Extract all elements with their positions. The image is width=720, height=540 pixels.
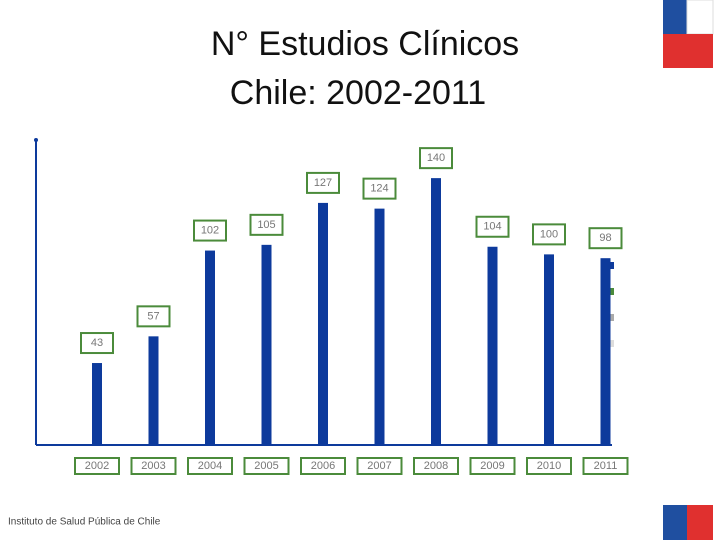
logo-white <box>686 0 714 35</box>
value-label-box <box>136 305 171 328</box>
x-tick-label: 2009 <box>480 460 504 472</box>
x-tick-label: 2011 <box>594 460 618 472</box>
value-label-box <box>249 213 284 236</box>
x-tick-label: 2005 <box>254 460 278 472</box>
x-label-box <box>526 457 572 475</box>
value-label: 104 <box>483 221 501 233</box>
bar <box>92 363 102 445</box>
x-label-box <box>300 457 346 475</box>
logo-blue <box>663 0 687 34</box>
bar <box>487 246 498 445</box>
logo-red-bottom <box>687 505 713 540</box>
value-label: 100 <box>540 228 558 240</box>
x-tick-label: 2006 <box>311 460 335 472</box>
x-label-box <box>74 457 120 475</box>
x-label-box <box>356 457 403 475</box>
value-label-box <box>588 227 623 250</box>
bar <box>261 244 272 445</box>
bar <box>148 336 159 445</box>
value-label-box <box>306 171 340 194</box>
bar <box>205 250 215 445</box>
bar <box>431 178 441 445</box>
x-tick-label: 2008 <box>424 460 448 472</box>
value-label: 57 <box>147 310 159 322</box>
value-label: 105 <box>257 219 275 231</box>
logo-blue-bottom <box>663 505 687 540</box>
value-label: 127 <box>314 177 332 189</box>
value-label-box <box>80 332 114 355</box>
bar <box>318 202 328 445</box>
value-label: 140 <box>427 152 445 164</box>
axis-dot <box>34 138 38 142</box>
x-label-box <box>243 457 290 475</box>
bar <box>600 258 611 445</box>
value-label-box <box>362 177 397 200</box>
logo-red <box>663 34 713 68</box>
x-label-box <box>413 457 459 475</box>
bar <box>544 254 554 445</box>
value-label-box <box>193 219 227 242</box>
chart-title: N° Estudios Clínicos <box>211 25 519 63</box>
x-tick-label: 2010 <box>537 460 561 472</box>
value-label-box <box>419 147 453 170</box>
x-label-box <box>582 457 629 475</box>
x-label-box <box>130 457 177 475</box>
x-tick-label: 2004 <box>198 460 222 472</box>
chart-subtitle: Chile: 2002-2011 <box>230 74 486 112</box>
value-label: 98 <box>599 232 611 244</box>
value-label: 102 <box>201 224 219 236</box>
x-tick-label: 2002 <box>85 460 109 472</box>
x-tick-label: 2007 <box>367 460 391 472</box>
bar <box>374 208 385 445</box>
x-label-box <box>187 457 233 475</box>
value-label-box <box>475 215 510 238</box>
value-label-box <box>532 223 566 246</box>
value-label: 43 <box>91 337 103 349</box>
value-label: 124 <box>370 183 388 195</box>
x-label-box <box>469 457 516 475</box>
footer: Instituto de Salud Pública de Chile <box>8 517 161 528</box>
x-tick-label: 2003 <box>141 460 165 472</box>
